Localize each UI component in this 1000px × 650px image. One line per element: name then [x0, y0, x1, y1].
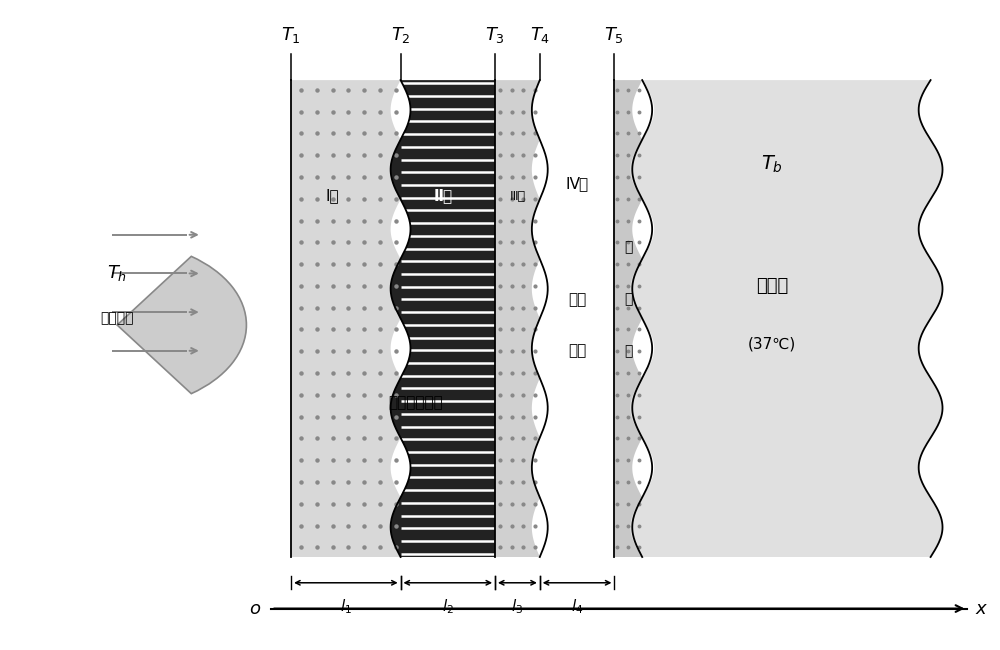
Text: (37℃): (37℃): [748, 337, 796, 352]
Text: $l_{2}$: $l_{2}$: [442, 597, 454, 616]
Text: 层: 层: [624, 344, 632, 358]
Polygon shape: [630, 80, 943, 557]
Text: $l_{4}$: $l_{4}$: [571, 597, 583, 616]
Text: $T_{2}$: $T_{2}$: [391, 25, 410, 45]
Polygon shape: [495, 80, 548, 557]
Wedge shape: [117, 256, 246, 394]
Text: $x$: $x$: [975, 599, 989, 618]
Text: Ⅱ层: Ⅱ层: [434, 188, 453, 203]
Text: $T_h$: $T_h$: [107, 263, 127, 283]
Text: 肤: 肤: [624, 292, 632, 306]
Text: Ⅳ层: Ⅳ层: [566, 176, 589, 190]
Text: $T_{4}$: $T_{4}$: [530, 25, 550, 45]
Text: $o$: $o$: [249, 599, 261, 618]
Text: 空气: 空气: [568, 292, 586, 307]
Polygon shape: [291, 80, 410, 557]
Text: Ⅰ层: Ⅰ层: [326, 188, 340, 203]
Text: $l_{3}$: $l_{3}$: [511, 597, 523, 616]
Text: $l_{1}$: $l_{1}$: [340, 597, 352, 616]
Polygon shape: [614, 80, 652, 557]
Polygon shape: [532, 80, 614, 557]
Text: $T_{3}$: $T_{3}$: [485, 25, 505, 45]
Text: $T_{5}$: $T_{5}$: [604, 25, 624, 45]
Text: 高温环境: 高温环境: [100, 311, 134, 326]
Text: 三层织物材料: 三层织物材料: [388, 395, 443, 410]
Text: 人体内: 人体内: [756, 278, 788, 295]
Polygon shape: [391, 80, 495, 557]
Text: $T_{1}$: $T_{1}$: [281, 25, 301, 45]
Text: $T_b$: $T_b$: [761, 153, 783, 175]
Text: Ⅲ层: Ⅲ层: [509, 190, 525, 203]
Text: 间隙: 间隙: [568, 343, 586, 358]
Text: 皮: 皮: [624, 240, 632, 255]
